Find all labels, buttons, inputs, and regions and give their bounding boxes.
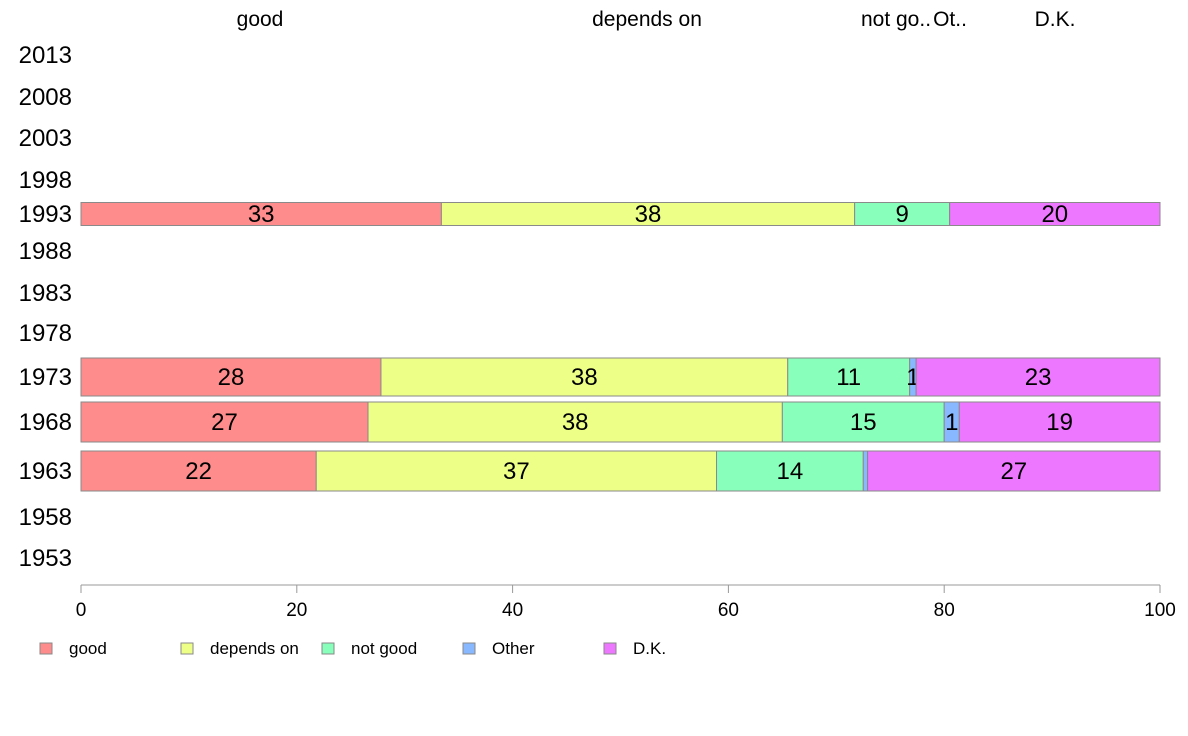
x-tick-label: 40 bbox=[502, 600, 523, 621]
year-label: 1988 bbox=[19, 238, 72, 265]
year-label: 1973 bbox=[19, 364, 72, 391]
data-label: 11 bbox=[836, 364, 861, 391]
data-label: 37 bbox=[503, 458, 530, 485]
column-header: Ot.. bbox=[933, 8, 967, 31]
year-label: 1958 bbox=[19, 504, 72, 531]
data-label: 19 bbox=[1046, 409, 1073, 436]
year-label: 1978 bbox=[19, 320, 72, 347]
legend-swatch bbox=[39, 642, 53, 655]
column-header: not go.. bbox=[861, 8, 931, 31]
bar-segment bbox=[380, 357, 789, 397]
data-label: 27 bbox=[211, 409, 238, 436]
data-label: 15 bbox=[850, 409, 877, 436]
data-label: 1 bbox=[945, 409, 958, 436]
year-label: 1963 bbox=[19, 458, 72, 485]
data-label: 20 bbox=[1041, 201, 1068, 228]
year-label: 1993 bbox=[19, 201, 72, 228]
legend-swatch bbox=[462, 642, 476, 655]
legend-swatch bbox=[321, 642, 335, 655]
column-header: good bbox=[237, 8, 284, 31]
legend-label: Other bbox=[492, 639, 535, 658]
year-label: 1968 bbox=[19, 409, 72, 436]
data-label: 23 bbox=[1025, 364, 1052, 391]
column-header: depends on bbox=[592, 8, 702, 31]
bar-segment bbox=[716, 450, 864, 492]
bar-segment bbox=[80, 401, 369, 443]
year-label: 1983 bbox=[19, 280, 72, 307]
legend-label: D.K. bbox=[633, 639, 666, 658]
x-tick-label: 0 bbox=[76, 600, 87, 621]
x-tick-label: 60 bbox=[718, 600, 739, 621]
data-label: 33 bbox=[248, 201, 275, 228]
data-label: 38 bbox=[635, 201, 662, 228]
x-tick-label: 100 bbox=[1144, 600, 1176, 621]
x-tick-label: 20 bbox=[286, 600, 307, 621]
bar-segment bbox=[315, 450, 718, 492]
year-label: 1998 bbox=[19, 167, 72, 194]
bar-segment bbox=[949, 202, 1161, 226]
data-label: 14 bbox=[777, 458, 804, 485]
column-header: D.K. bbox=[1035, 8, 1076, 31]
data-label: 38 bbox=[571, 364, 598, 391]
bar-segment bbox=[80, 450, 317, 492]
bar-segment bbox=[958, 401, 1161, 443]
year-label: 2013 bbox=[19, 42, 72, 69]
column-headers: good depends on not go.. Ot.. D.K. bbox=[237, 8, 1076, 31]
x-tick-label: 80 bbox=[934, 600, 955, 621]
data-label: 28 bbox=[218, 364, 245, 391]
bar-segment bbox=[915, 357, 1161, 397]
legend-swatch bbox=[603, 642, 617, 655]
data-label: 27 bbox=[1000, 458, 1027, 485]
bar-segment bbox=[867, 450, 1161, 492]
year-label: 1953 bbox=[19, 545, 72, 572]
legend-swatch bbox=[180, 642, 194, 655]
x-axis: 0 20 40 60 80 100 bbox=[76, 584, 1176, 621]
bar-segment bbox=[862, 450, 869, 492]
bar-segment bbox=[367, 401, 783, 443]
legend: good depends on not good Other D.K. bbox=[39, 639, 666, 658]
data-label: 9 bbox=[895, 201, 908, 228]
year-label: 2008 bbox=[19, 84, 72, 111]
legend-label: depends on bbox=[210, 639, 299, 658]
year-label: 2003 bbox=[19, 125, 72, 152]
data-label: 38 bbox=[562, 409, 589, 436]
legend-label: good bbox=[69, 639, 107, 658]
data-label: 22 bbox=[185, 458, 212, 485]
bar-segment bbox=[787, 357, 911, 397]
legend-label: not good bbox=[351, 639, 417, 658]
bar-segment bbox=[80, 357, 382, 397]
year-labels: 2013 2008 2003 1998 1993 1988 1983 1978 1973 1968… bbox=[19, 42, 72, 572]
